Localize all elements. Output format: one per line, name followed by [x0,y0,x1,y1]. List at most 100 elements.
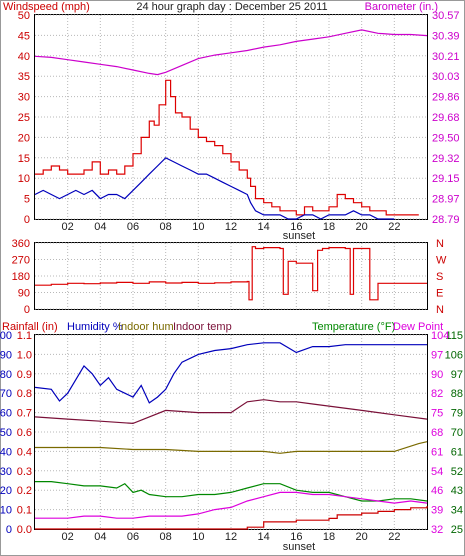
temp-x-tick-label: 06 [127,531,139,543]
rainfall-tick-label: 0.0 [17,524,32,536]
barometer-tick-label: 30.39 [432,30,460,42]
temperature-outer-tick-label: 32 [431,524,443,536]
legend-dew-point: Dew Point [393,321,443,333]
wind-barometer-panel: 0 5 10 15 20 25 30 35 40 45 50 28.79 28.97 29.15 29.3… [18,10,460,242]
rainfall-tick-label: 0.4 [17,446,32,458]
windspeed-tick-label: 35 [18,71,30,83]
dew-point-line [35,491,428,519]
direction-tick-label: 270 [12,255,30,267]
humidity-temperature-panel: 0 10 20 30 40 50 60 70 80 90 100 0.0 0.1 0.2 0.3 0.4 0.… [0,330,463,553]
compass-label: N [436,238,444,250]
temp-x-tick-label: 18 [323,531,335,543]
windspeed-tick-label: 30 [18,92,30,104]
barometer-tick-labels: 28.79 28.97 29.15 29.32 29.50 29.68 29.86 30.03… [432,10,460,226]
compass-label: W [436,255,447,267]
barometer-tick-label: 29.32 [432,153,460,165]
humidity-tick-label: 60 [0,408,12,420]
barometer-tick-label: 30.21 [432,51,460,63]
rainfall-tick-label: 0.2 [17,485,32,497]
wind-x-tick-label: 08 [160,221,172,233]
temperature-tick-label: 79 [451,408,463,420]
indoor-temp-line [34,399,428,425]
humidity-tick-label: 100 [0,330,12,342]
barometer-tick-label: 29.15 [432,173,460,185]
wind-avg-line [34,157,395,220]
indoor-hum-line [35,441,428,454]
legend-humidity: Humidity % [67,321,123,333]
legend-temperature: Temperature (°F) [312,321,395,333]
temp-x-tick-label: 22 [388,531,400,543]
humidity-tick-label: 80 [0,369,12,381]
temperature-outer-tick-label: 82 [431,388,443,400]
windspeed-tick-label: 50 [18,10,30,22]
temperature-tick-label: 61 [451,446,463,458]
wind-gust-line [35,79,419,216]
barometer-tick-label: 30.03 [432,71,460,83]
temp-x-tick-label: 20 [356,531,368,543]
temperature-tick-label: 70 [451,427,463,439]
rainfall-tick-label: 1.1 [17,330,32,342]
windspeed-tick-label: 25 [18,112,30,124]
compass-label: N [436,304,444,316]
windspeed-tick-label: 10 [18,173,30,185]
temperature-tick-label: 97 [451,369,463,381]
temp-x-tick-label: 14 [258,531,270,543]
temperature-tick-label: 25 [451,524,463,536]
humidity-tick-label: 20 [0,485,12,497]
temperature-outer-tick-label: 75 [431,408,443,420]
windspeed-tick-label: 40 [18,51,30,63]
humidity-tick-label: 0 [6,524,12,536]
direction-tick-label: 180 [12,271,30,283]
barometer-tick-label: 29.68 [432,112,460,124]
barometer-tick-label: 29.50 [432,132,460,144]
direction-tick-label: 0 [24,304,30,316]
compass-label: S [436,271,443,283]
direction-tick-label: 360 [12,238,30,250]
barometer-tick-label: 28.97 [432,194,460,206]
legend-indoor-temp: Indoor temp [173,321,232,333]
humidity-tick-label: 40 [0,446,12,458]
temp-x-tick-label: 10 [192,531,204,543]
temperature-outer-tick-label: 54 [431,466,443,478]
rainfall-tick-label: 0.7 [17,408,32,420]
barometer-tick-label: 29.86 [432,92,460,104]
humidity-tick-label: 10 [0,505,12,517]
temperature-outer-tick-label: 68 [431,427,443,439]
rainfall-tick-label: 0.9 [17,369,32,381]
humidity-tick-label: 70 [0,388,12,400]
windspeed-tick-label: 20 [18,132,30,144]
rainfall-tick-label: 0.1 [17,505,32,517]
temperature-tick-label: 88 [451,388,463,400]
direction-tick-labels: 0 90 180 270 360 [12,238,30,316]
humidity-tick-label: 50 [0,427,12,439]
temperature-outer-tick-label: 104 [431,330,449,342]
temp-x-tick-label: 04 [94,531,106,543]
wind-x-tick-label: 12 [225,221,237,233]
temp-series [34,342,428,530]
humidity-tick-label: 30 [0,466,12,478]
temp-x-tick-label: 12 [225,531,237,543]
temperature-outer-tick-label: 90 [431,369,443,381]
barometer-tick-label: 30.57 [432,10,460,22]
rainfall-tick-label: 0.3 [17,466,32,478]
temperature-tick-label: 52 [451,466,463,478]
rainfall-tick-label: 0.6 [17,427,32,439]
sunset-marker-top: sunset [283,230,315,242]
compass-label: E [436,288,443,300]
wind-x-tick-label: 04 [94,221,106,233]
temperature-tick-label: 106 [445,349,463,361]
wind-x-tick-label: 22 [388,221,400,233]
legend: Rainfall (in) Humidity % Indoor hum Indo… [2,321,443,333]
windspeed-tick-label: 15 [18,153,30,165]
wind-x-tick-label: 16 [290,221,302,233]
direction-panel-grid [35,242,427,310]
legend-indoor-hum: Indoor hum [118,321,174,333]
temperature-outer-tick-labels: 32 39 46 54 61 68 75 82 90 97 104 [431,330,449,536]
windspeed-tick-label: 45 [18,30,30,42]
direction-tick-label: 90 [18,288,30,300]
temperature-tick-label: 115 [445,330,463,342]
temperature-tick-label: 43 [451,485,463,497]
